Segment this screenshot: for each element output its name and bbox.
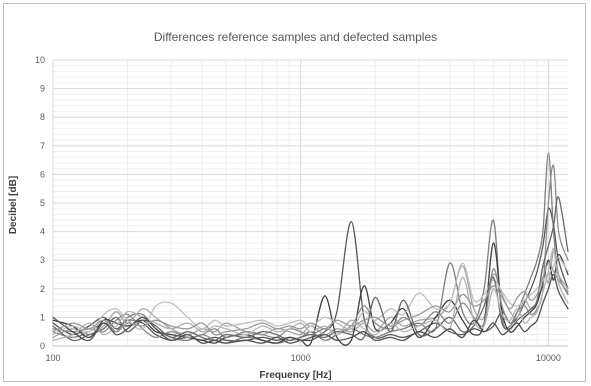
x-tick-label: 10000 — [536, 353, 561, 363]
series-line-10 — [52, 262, 569, 336]
y-tick-label: 1 — [40, 312, 45, 322]
series-line-6 — [52, 256, 569, 336]
y-tick-label: 3 — [40, 255, 45, 265]
series-line-5 — [52, 164, 569, 339]
series-line-4 — [52, 242, 569, 347]
series-line-7 — [52, 196, 569, 342]
chart-title: Differences reference samples and defect… — [153, 30, 438, 44]
x-tick-label: 100 — [45, 353, 60, 363]
series-line-9 — [52, 273, 569, 344]
y-tick-label: 2 — [40, 284, 45, 294]
y-tick-label: 4 — [40, 227, 45, 237]
y-tick-label: 0 — [40, 341, 45, 351]
y-tick-label: 8 — [40, 112, 45, 122]
series-line-2 — [52, 152, 569, 344]
y-tick-label: 6 — [40, 169, 45, 179]
x-axis-label: Frequency [Hz] — [259, 370, 332, 381]
x-tick-label: 1000 — [291, 353, 311, 363]
y-tick-label: 10 — [35, 55, 45, 65]
y-tick-label: 9 — [40, 84, 45, 94]
y-tick-label: 7 — [40, 141, 45, 151]
y-tick-label: 5 — [40, 198, 45, 208]
